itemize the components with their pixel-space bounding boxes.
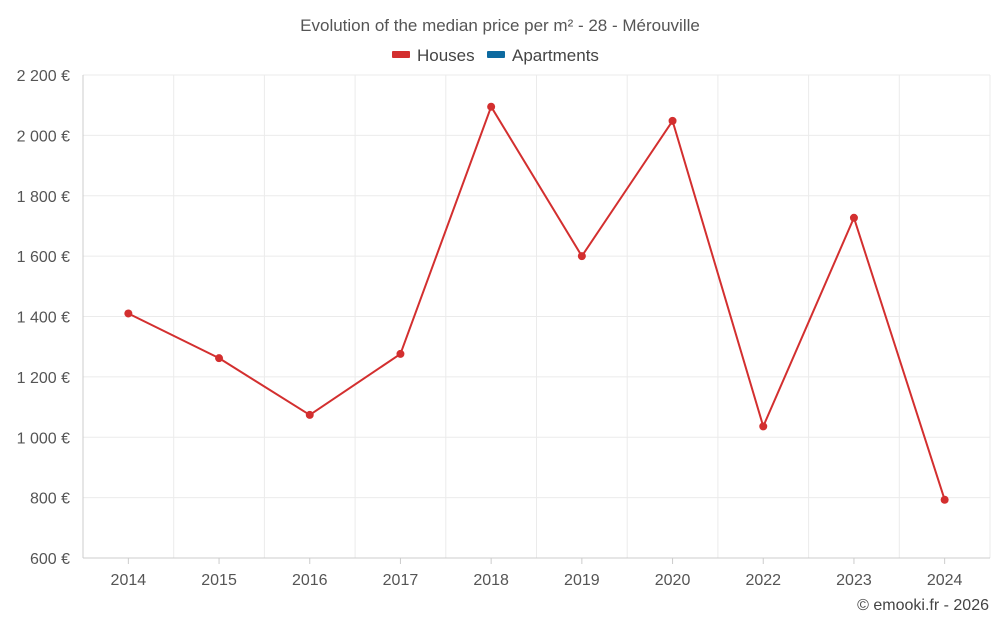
- data-point-houses-2016[interactable]: [305, 410, 314, 419]
- x-tick-label: 2022: [745, 572, 781, 589]
- legend: Houses Apartments: [392, 46, 599, 65]
- data-point-houses-2019[interactable]: [577, 252, 586, 261]
- x-tick-label: 2020: [655, 572, 691, 589]
- x-tick-label: 2014: [111, 572, 147, 589]
- credit-text: © emooki.fr - 2026: [857, 597, 989, 614]
- x-tick-label: 2016: [292, 572, 328, 589]
- data-point-houses-2018[interactable]: [487, 102, 496, 111]
- data-point-houses-2020[interactable]: [668, 116, 677, 125]
- legend-swatch-apartments: [487, 51, 505, 58]
- y-tick-label: 1 400 €: [17, 310, 70, 327]
- x-tick-label: 2018: [473, 572, 509, 589]
- x-tick-label: 2024: [927, 572, 963, 589]
- legend-swatch-houses: [392, 51, 410, 58]
- x-axis: 2014 2015 2016 2017 2018 2019 2020 2022 2023 2024: [83, 557, 990, 589]
- data-point-houses-2015[interactable]: [215, 354, 224, 363]
- y-tick-label: 2 000 €: [17, 128, 70, 145]
- series-line-houses: [127, 105, 946, 501]
- x-tick-label: 2023: [836, 572, 872, 589]
- series-houses: [124, 102, 949, 504]
- x-tick-label: 2015: [201, 572, 237, 589]
- x-tick-label: 2017: [383, 572, 419, 589]
- data-point-houses-2022[interactable]: [759, 422, 768, 431]
- y-tick-label: 1 800 €: [17, 189, 70, 206]
- data-point-houses-2023[interactable]: [849, 213, 858, 222]
- legend-item-apartments[interactable]: Apartments: [487, 46, 599, 65]
- y-tick-label: 800 €: [30, 491, 70, 508]
- legend-item-houses[interactable]: Houses: [392, 46, 475, 65]
- legend-label-apartments: Apartments: [512, 46, 599, 65]
- y-tick-label: 2 200 €: [17, 68, 70, 85]
- y-tick-label: 600 €: [30, 551, 70, 568]
- data-point-houses-2017[interactable]: [396, 349, 405, 358]
- chart-title: Evolution of the median price per m² - 2…: [300, 16, 700, 35]
- data-point-houses-2024[interactable]: [940, 495, 949, 504]
- grid: [82, 74, 991, 559]
- x-tick-label: 2019: [564, 572, 600, 589]
- y-axis: 2 200 € 2 000 € 1 800 € 1 600 € 1 400 € 1 200…: [17, 68, 84, 568]
- y-tick-label: 1 600 €: [17, 249, 70, 266]
- legend-label-houses: Houses: [417, 46, 475, 65]
- y-tick-label: 1 000 €: [17, 430, 70, 447]
- y-tick-label: 1 200 €: [17, 370, 70, 387]
- data-point-houses-2014[interactable]: [124, 309, 133, 318]
